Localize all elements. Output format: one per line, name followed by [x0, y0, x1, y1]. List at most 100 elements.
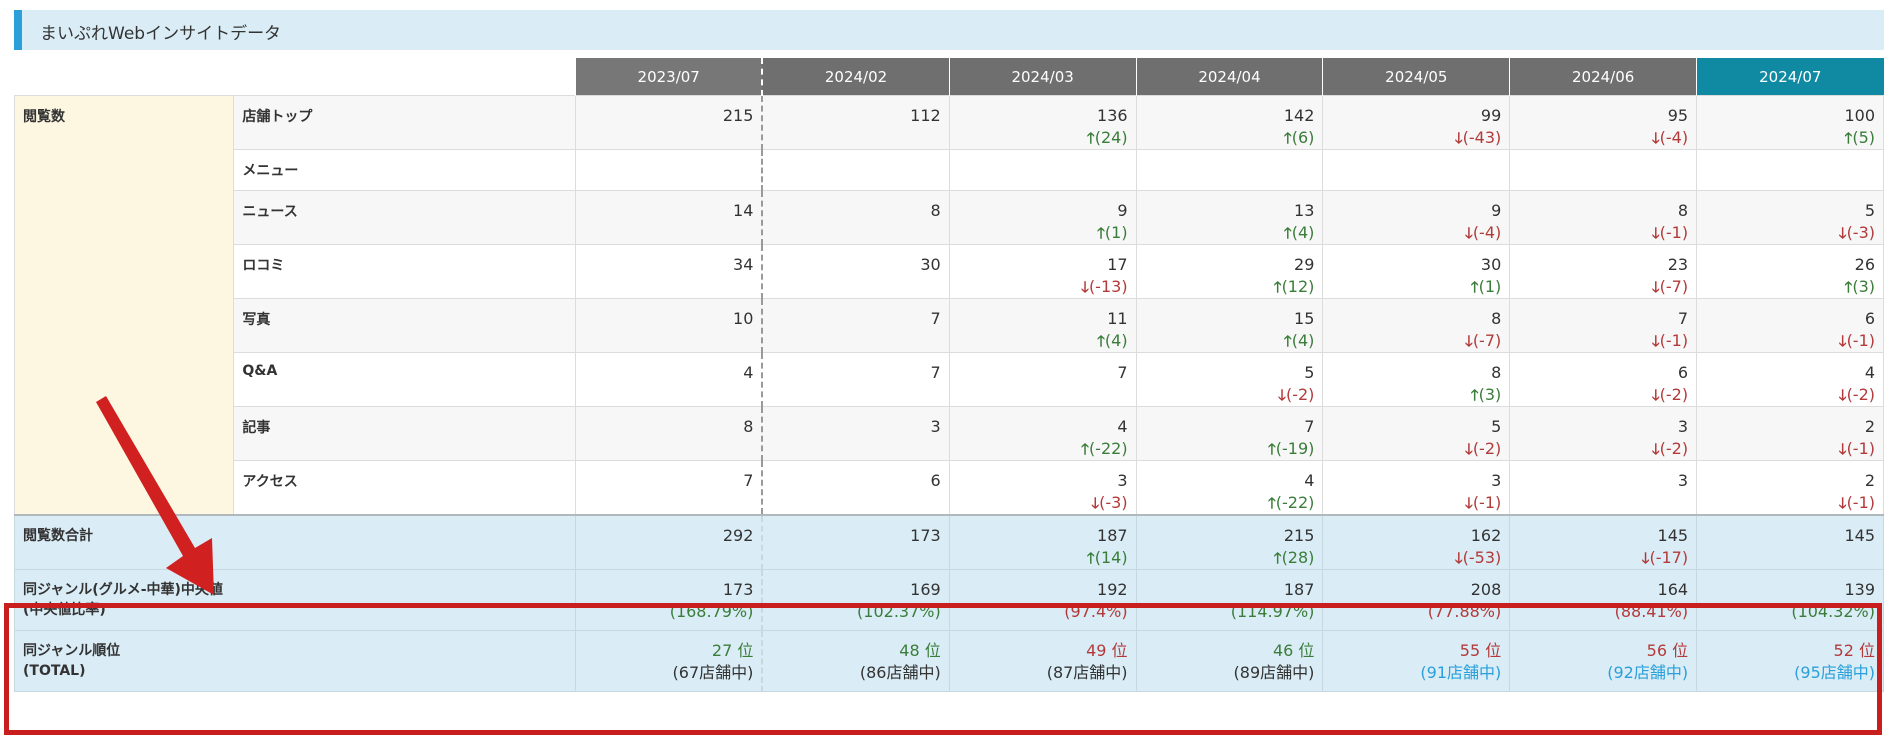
arrow-up-icon: 🡑 [1097, 332, 1105, 350]
value: 145 [1657, 526, 1689, 545]
row-label: ロコミ [233, 244, 577, 299]
value: 8 [1491, 309, 1502, 328]
change-indicator: 🡓(-7) [1331, 330, 1501, 352]
value-cell: 142 🡑(6) [1135, 95, 1324, 150]
rank-value: 46 位 [1272, 641, 1315, 660]
arrow-down-icon: 🡓 [1838, 332, 1847, 350]
store-count: (67店舗中) [672, 663, 754, 682]
value: 7 [1117, 363, 1128, 382]
change-value: (-53) [1462, 548, 1502, 567]
change-indicator: 🡓(-7) [1518, 276, 1688, 298]
change-value: (14) [1094, 548, 1128, 567]
value-cell: 162 🡓(-53) [1322, 514, 1511, 570]
table-row: メニュー [15, 149, 1884, 191]
value: 2 [1864, 471, 1875, 490]
arrow-down-icon: 🡓 [1454, 129, 1463, 147]
value-cell: 3 [1509, 460, 1698, 516]
value-cell: 8 🡓(-7) [1322, 298, 1511, 353]
value-cell: 292 [575, 514, 764, 570]
value: 3 [930, 417, 941, 436]
change-indicator: 🡓(-1) [1705, 438, 1875, 460]
row-label: Q&A [233, 352, 577, 407]
arrow-down-icon: 🡓 [1454, 549, 1463, 567]
value-cell: 4 🡓(-2) [1696, 352, 1884, 407]
change-indicator: 🡑(-22) [958, 438, 1127, 460]
change-indicator: 🡓(-3) [1705, 222, 1875, 244]
value: 162 [1470, 526, 1502, 545]
arrow-down-icon: 🡓 [1838, 224, 1847, 242]
month-header-row: 2023/07 2024/02 2024/03 2024/04 2024/05 … [15, 58, 1884, 96]
value-cell: 6 🡓(-2) [1509, 352, 1698, 407]
table-row: 閲覧数 店舗トップ 215 112 136 🡑(24) 142 🡑(6) 99 🡓(-43) 95 🡓… [13, 95, 1884, 516]
value: 6 [1864, 309, 1875, 328]
change-indicator: 🡓(-1) [1518, 330, 1688, 352]
value-cell: 9 🡑(1) [948, 190, 1137, 245]
value-cell: 7 [948, 352, 1137, 407]
rank-value: 56 位 [1646, 641, 1689, 660]
value-cell: 52 位 (95店舗中) [1696, 630, 1884, 692]
value-cell: 5 🡓(-3) [1696, 190, 1884, 245]
value: 15 [1294, 309, 1315, 328]
month-header: 2024/02 [761, 58, 950, 96]
value: 30 [920, 255, 941, 274]
change-value: (1) [1104, 223, 1128, 242]
value: 3 [1677, 417, 1689, 436]
value: 8 [1491, 363, 1502, 382]
arrow-up-icon: 🡑 [1267, 494, 1276, 512]
arrow-up-icon: 🡑 [1097, 224, 1105, 242]
value-cell: 136 🡑(24) [948, 95, 1137, 150]
value-cell: 8 🡓(-1) [1509, 190, 1698, 245]
change-indicator: 🡓(-17) [1518, 547, 1688, 569]
month-header: 2023/07 [575, 58, 764, 96]
change-indicator: 🡓(-53) [1331, 547, 1501, 569]
change-indicator: 🡑(-22) [1145, 492, 1314, 514]
value: 4 [1304, 471, 1315, 490]
value: 4 [1864, 363, 1875, 382]
value-cell: 15 🡑(4) [1135, 298, 1324, 353]
value: 192 [1097, 580, 1128, 599]
change-value: (3) [1478, 385, 1502, 404]
value-cell: 3 🡓(-2) [1509, 406, 1698, 461]
change-value: (-13) [1088, 277, 1128, 296]
value-cell: 46 位 (89店舗中) [1135, 630, 1324, 692]
change-value: (12) [1281, 277, 1315, 296]
value-cell: 14 [575, 190, 764, 245]
change-indicator: 🡑(5) [1705, 127, 1875, 149]
change-indicator: 🡑(6) [1145, 127, 1314, 149]
value-cell: 100 🡑(5) [1696, 95, 1884, 150]
change-value: (28) [1281, 548, 1315, 567]
value: 6 [930, 471, 941, 490]
change-value: (-1) [1659, 331, 1689, 350]
value-cell [761, 149, 950, 191]
value-cell: 7 [761, 352, 950, 407]
value-cell: 26 🡑(3) [1696, 244, 1884, 299]
value-cell: 5 🡓(-2) [1135, 352, 1324, 407]
change-indicator: 🡓(-1) [1331, 492, 1501, 514]
change-value: (-1) [1846, 493, 1875, 512]
change-indicator: 🡑(3) [1331, 384, 1501, 406]
rank-value: 27 位 [711, 641, 754, 660]
arrow-up-icon: 🡑 [1470, 278, 1479, 296]
value-cell: 7 [761, 298, 950, 353]
median-label-line1: 同ジャンル(グルメ-中華)中央値 [23, 582, 223, 598]
change-value: (1) [1478, 277, 1502, 296]
value: 215 [722, 106, 754, 125]
change-indicator: 🡓(-1) [1705, 492, 1875, 514]
value-cell: 2 🡓(-1) [1696, 460, 1884, 516]
value-cell: 145 [1696, 514, 1884, 570]
value-cell: 10 [575, 298, 764, 353]
arrow-down-icon: 🡓 [1641, 549, 1650, 567]
value: 5 [1864, 201, 1875, 220]
change-indicator: 🡑(1) [958, 222, 1128, 244]
value-cell: 187 (114.97%) [1135, 569, 1324, 631]
value-cell: 3 🡓(-3) [948, 460, 1137, 516]
value-cell: 215 [575, 95, 764, 150]
value-cell: 49 位 (87店舗中) [948, 630, 1137, 692]
change-indicator: 🡓(-4) [1331, 222, 1501, 244]
change-indicator: 🡓(-1) [1518, 222, 1688, 244]
arrow-up-icon: 🡑 [1844, 129, 1853, 147]
median-label-line2: (中央値比率) [23, 602, 106, 618]
table-row: アクセス 7 6 3 🡓(-3) 4 🡑(-22) 3 🡓(-1) 3 2 🡓(-1) [15, 460, 1884, 516]
arrow-down-icon: 🡓 [1651, 129, 1660, 147]
change-value: (4) [1291, 331, 1315, 350]
